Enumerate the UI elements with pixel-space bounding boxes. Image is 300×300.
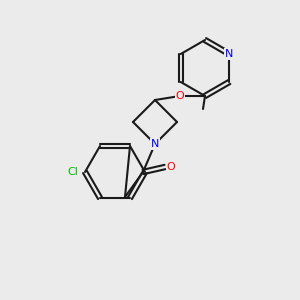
Text: N: N: [151, 139, 159, 149]
Text: N: N: [225, 49, 233, 59]
Text: Cl: Cl: [67, 167, 78, 177]
Text: O: O: [167, 162, 176, 172]
Text: O: O: [176, 91, 184, 101]
